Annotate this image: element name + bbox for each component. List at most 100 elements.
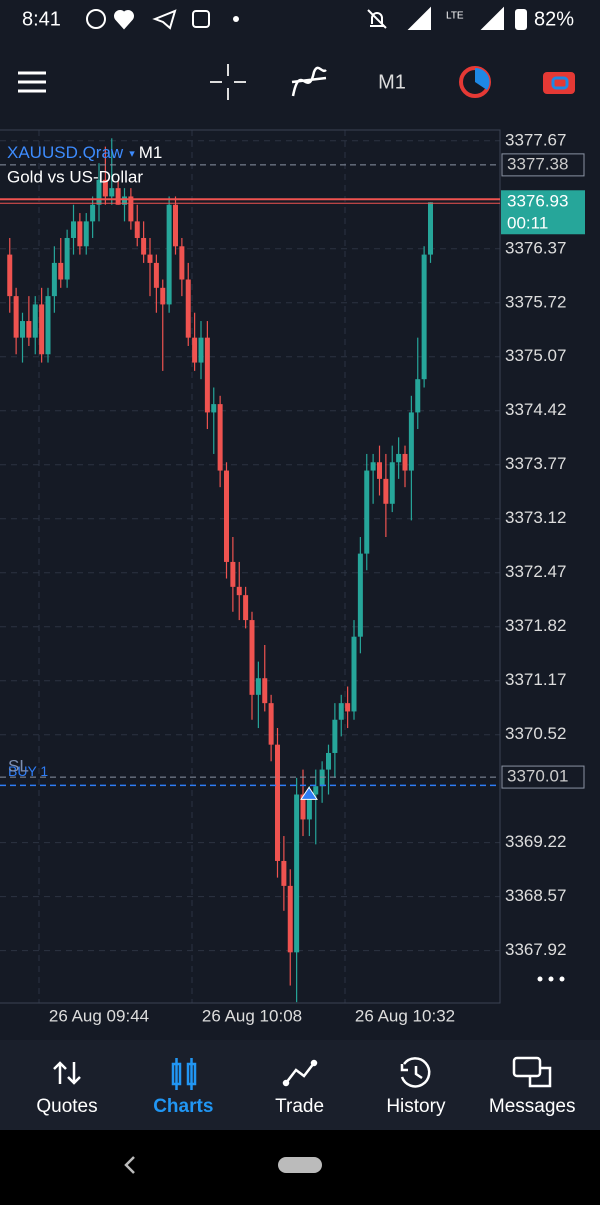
candle-body xyxy=(338,703,344,720)
candle-body xyxy=(185,279,191,338)
candle-body xyxy=(77,221,83,247)
candle-body xyxy=(166,204,172,305)
y-tick-label: 3371.82 xyxy=(505,616,566,635)
candle-body xyxy=(294,794,300,953)
candle-body xyxy=(128,196,134,222)
sl-value: 3370.01 xyxy=(507,767,568,786)
candle-body xyxy=(249,620,255,695)
candle-body xyxy=(141,237,147,255)
candle-body xyxy=(255,678,261,695)
candle-body xyxy=(421,254,427,380)
candle-body xyxy=(262,678,268,704)
nav-bar xyxy=(0,1040,600,1130)
crosshair-button[interactable] xyxy=(210,64,246,100)
y-tick-label: 3367.92 xyxy=(505,940,566,959)
order-label: BUY 1 xyxy=(8,763,48,779)
candle-body xyxy=(383,478,389,504)
candle-body xyxy=(204,337,210,413)
y-tick-label: 3377.67 xyxy=(505,130,566,149)
status-time: 8:41 xyxy=(22,8,61,30)
indicators-button[interactable] xyxy=(291,66,327,97)
candle-body xyxy=(345,703,351,712)
y-tick-label: 3375.07 xyxy=(505,346,566,365)
more-dot xyxy=(548,976,554,982)
ask-label: 3377.38 xyxy=(507,154,568,173)
more-dot xyxy=(559,976,565,982)
chart-title: XAUUSD.Qraw ▾ M1 xyxy=(7,143,162,162)
candle-body xyxy=(198,337,204,363)
y-tick-label: 3368.57 xyxy=(505,886,566,905)
candle-body xyxy=(58,262,64,280)
candle-body xyxy=(275,744,280,861)
candle-body xyxy=(287,885,293,953)
candle-body xyxy=(326,752,331,770)
candle-body xyxy=(408,412,414,471)
candle-body xyxy=(147,254,153,263)
plot-border xyxy=(0,129,501,1004)
candle-body xyxy=(109,188,115,197)
candle-body xyxy=(71,221,76,238)
candle-body xyxy=(45,296,51,355)
nav-label[interactable]: Messages xyxy=(489,1096,576,1117)
nav-label[interactable]: Trade xyxy=(275,1096,324,1117)
y-tick-label: 3376.37 xyxy=(505,238,566,257)
nav-icons xyxy=(53,1056,552,1090)
candle-body xyxy=(134,221,140,238)
chart: 3377.67 3376.37 3375.72 3375.07 3374.42 3373.… xyxy=(0,129,585,1025)
candle-body xyxy=(122,196,127,205)
y-tick-label: 3374.42 xyxy=(505,400,566,419)
candle-body xyxy=(351,636,357,712)
nav-label[interactable]: Charts xyxy=(153,1096,213,1117)
y-tick-label: 3373.77 xyxy=(505,454,566,473)
trade-button[interactable] xyxy=(543,72,575,94)
candle-body xyxy=(20,321,25,338)
menu-button[interactable] xyxy=(18,71,46,93)
y-tick-label: 3373.12 xyxy=(505,508,566,527)
candle-body xyxy=(153,262,159,288)
candle-body xyxy=(243,595,249,621)
status-battery: 82% xyxy=(534,8,574,30)
y-tick-label: 3375.72 xyxy=(505,292,566,311)
candle-body xyxy=(173,204,178,247)
timeframe-button[interactable]: M1 xyxy=(378,71,406,93)
candle-body xyxy=(319,769,325,787)
candle-body xyxy=(192,337,198,363)
candle-body xyxy=(64,237,70,280)
back-button[interactable] xyxy=(124,1156,135,1174)
candle-body xyxy=(13,296,19,338)
candle-body xyxy=(102,179,108,197)
x-tick-label: 26 Aug 10:32 xyxy=(355,1006,455,1025)
candle-body xyxy=(115,188,121,205)
nav-label[interactable]: History xyxy=(386,1096,446,1117)
candle-body xyxy=(268,703,274,745)
candle-body xyxy=(26,321,32,338)
candle-body xyxy=(217,404,223,471)
y-tick-label: 3370.52 xyxy=(505,724,566,743)
candle-body xyxy=(300,794,306,820)
y-tick-label: 3371.17 xyxy=(505,670,566,689)
candle-body xyxy=(224,470,229,562)
symbol[interactable]: XAUUSD.Qraw xyxy=(7,143,124,162)
candle-body xyxy=(281,860,287,886)
candle-body xyxy=(357,553,363,637)
candle-body xyxy=(51,262,57,297)
candle-body xyxy=(236,586,242,596)
nav-labels: Quotes Charts Trade History Messages xyxy=(36,1096,575,1117)
chart-subtitle: Gold vs US-Dollar xyxy=(7,167,143,186)
candle-body xyxy=(402,453,408,471)
status-icons xyxy=(86,6,527,30)
home-button[interactable] xyxy=(278,1157,322,1173)
sl-value-box xyxy=(501,765,585,789)
bid-label: 3376.93 xyxy=(507,192,568,211)
candle-body xyxy=(179,246,185,280)
candle-body xyxy=(32,304,38,338)
symbol-dropdown: ▾ xyxy=(129,148,135,160)
nav-label[interactable]: Quotes xyxy=(36,1096,97,1117)
candle-body xyxy=(332,719,338,753)
sl-label: SL xyxy=(8,757,29,776)
candle-body xyxy=(370,462,376,471)
objects-button[interactable] xyxy=(459,66,491,98)
x-tick-label: 26 Aug 10:08 xyxy=(202,1006,302,1025)
